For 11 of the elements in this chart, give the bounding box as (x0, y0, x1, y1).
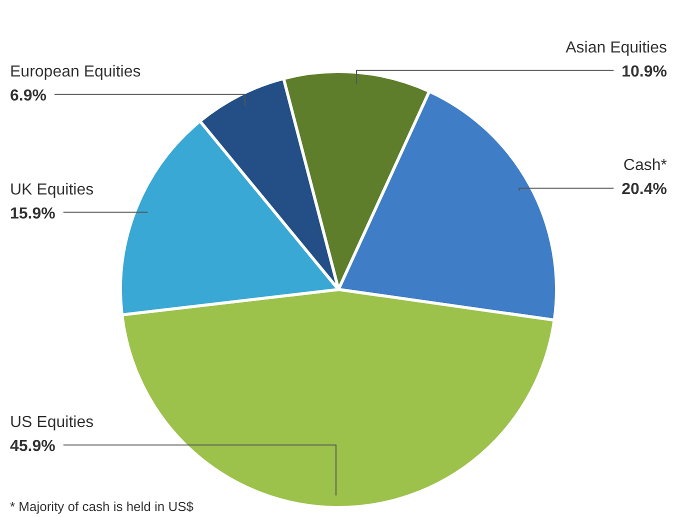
data-label: 20.4% (622, 181, 667, 198)
data-label: 10.9% (622, 63, 667, 80)
data-label: 45.9% (10, 438, 56, 455)
slice-label: Cash* (623, 157, 667, 174)
slice-label: European Equities (10, 63, 141, 80)
data-label: 6.9% (10, 87, 46, 104)
slice-label: US Equities (10, 414, 94, 431)
text: * Majority of cash is held in US$ (10, 499, 194, 514)
slice-label: Asian Equities (566, 39, 667, 56)
data-label: 15.9% (10, 205, 56, 222)
slice-label: UK Equities (10, 181, 94, 198)
